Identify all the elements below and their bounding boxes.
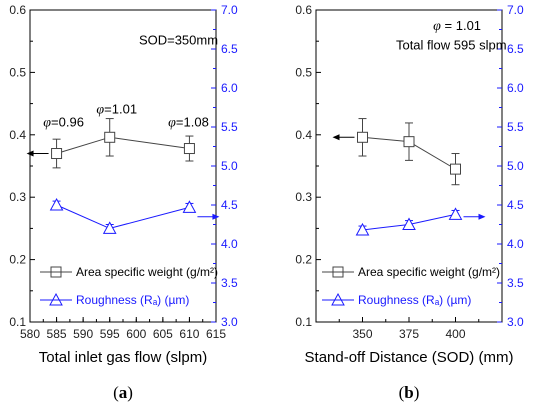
y-left-tick-label: 0.1 — [295, 315, 312, 329]
data-point-triangle — [448, 207, 463, 220]
x-tick-label: 580 — [20, 327, 40, 341]
x-axis-title: Total inlet gas flow (slpm) — [39, 349, 207, 366]
y-left-tick-label: 0.5 — [9, 65, 26, 79]
x-tick-label: 595 — [100, 327, 120, 341]
x-axis-title: Stand-off Distance (SOD) (mm) — [305, 349, 514, 366]
y-left-tick-label: 0.6 — [295, 3, 312, 17]
y-right-tick-label: 4.0 — [221, 237, 238, 251]
legend-roughness-marker — [49, 292, 63, 306]
y-left-tick-label: 0.1 — [9, 315, 26, 329]
data-point-square — [51, 148, 63, 160]
y-left-tick-label: 0.3 — [295, 190, 312, 204]
y-left-tick-label: 0.4 — [295, 128, 312, 142]
legend-roughness-marker — [331, 292, 345, 306]
x-tick-label: 350 — [352, 327, 372, 341]
y-right-tick-label: 7.0 — [507, 3, 524, 17]
y-right-tick-label: 4.5 — [221, 198, 238, 212]
left-axis-arrow-head — [332, 134, 340, 141]
series-line-segment — [362, 224, 410, 231]
legend-weight-label: Area specific weight (g/m²) — [358, 265, 500, 279]
series-line-segment — [56, 136, 110, 154]
y-left-tick-label: 0.3 — [9, 190, 26, 204]
y-left-tick-label: 0.6 — [9, 3, 26, 17]
y-right-tick-label: 4.0 — [507, 237, 524, 251]
series-line-segment — [56, 204, 110, 229]
x-tick-label: 610 — [179, 327, 199, 341]
x-tick-label: 615 — [206, 327, 226, 341]
y-right-tick-label: 6.0 — [221, 81, 238, 95]
series-line-segment — [362, 136, 410, 143]
legend-roughness-label: Roughness (Rₐ) (µm) — [76, 293, 189, 307]
y-right-tick-label: 6.5 — [507, 42, 524, 56]
legend-roughness-label: Roughness (Rₐ) (µm) — [358, 293, 471, 307]
y-right-tick-label: 6.5 — [221, 42, 238, 56]
data-point-triangle — [49, 197, 64, 211]
x-tick-label: 600 — [126, 327, 146, 341]
y-right-tick-label: 3.5 — [221, 276, 238, 290]
right-axis-arrow-head — [478, 213, 486, 220]
annotation: φ=1.01 — [96, 102, 137, 118]
y-right-tick-label: 5.0 — [507, 159, 524, 173]
right-axis-arrow-head — [212, 213, 220, 220]
series-line-segment — [109, 136, 190, 150]
y-left-tick-label: 0.2 — [9, 253, 26, 267]
x-tick-label: 375 — [399, 327, 419, 341]
y-left-tick-label: 0.5 — [295, 65, 312, 79]
data-point-triangle — [355, 222, 370, 236]
y-left-tick-label: 0.2 — [295, 253, 312, 267]
y-right-tick-label: 5.0 — [221, 159, 238, 173]
y-right-tick-label: 5.5 — [221, 120, 238, 134]
series-line-segment — [109, 206, 190, 229]
panel-label: (b) — [399, 383, 420, 402]
x-tick-label: 400 — [445, 327, 465, 341]
y-right-tick-label: 3.0 — [507, 315, 524, 329]
annotation: Total flow 595 slpm — [396, 37, 507, 52]
data-point-square — [104, 131, 116, 143]
legend: Area specific weight (g/m²) Roughness (R… — [40, 265, 218, 307]
y-right-tick-label: 3.5 — [507, 276, 524, 290]
data-point-square — [403, 136, 415, 148]
annotation: φ=1.08 — [168, 115, 209, 131]
y-right-tick-label: 5.5 — [507, 120, 524, 134]
panel-label: (a) — [113, 383, 133, 402]
data-point-triangle — [102, 221, 117, 234]
data-point-triangle — [402, 217, 416, 230]
left-axis-arrow-head — [26, 150, 34, 157]
y-right-tick-label: 6.0 — [507, 81, 524, 95]
series-line-segment — [408, 213, 456, 225]
x-tick-label: 590 — [73, 327, 93, 341]
data-point-triangle — [182, 200, 197, 213]
annotation: φ = 1.01 — [433, 18, 481, 34]
legend-weight-marker — [332, 266, 344, 278]
legend: Area specific weight (g/m²) Roughness (R… — [322, 265, 500, 307]
x-tick-label: 605 — [153, 327, 173, 341]
legend-weight-label: Area specific weight (g/m²) — [76, 265, 218, 279]
panel-a: 0.1 0.2 0.3 0.4 0.5 0.6 3.0 3.5 4.0 4.5 5.0 5.5 6.0 6… — [9, 3, 238, 402]
data-point-square — [357, 131, 368, 143]
data-point-square — [450, 163, 461, 175]
legend-weight-marker — [50, 266, 62, 278]
annotation: φ=0.96 — [43, 115, 84, 131]
data-point-square — [183, 143, 195, 155]
y-left-tick-label: 0.4 — [9, 128, 26, 142]
y-right-tick-label: 3.0 — [221, 315, 238, 329]
annotation: SOD=350mm — [139, 32, 218, 47]
y-right-tick-label: 7.0 — [221, 3, 238, 17]
panel-b: 0.1 0.2 0.3 0.4 0.5 0.6 3.0 3.5 4.0 4.5 5.0 5.5 6.0 6… — [295, 3, 524, 402]
x-tick-label: 585 — [47, 327, 67, 341]
series-line-segment — [408, 141, 456, 170]
y-right-tick-label: 4.5 — [507, 198, 524, 212]
